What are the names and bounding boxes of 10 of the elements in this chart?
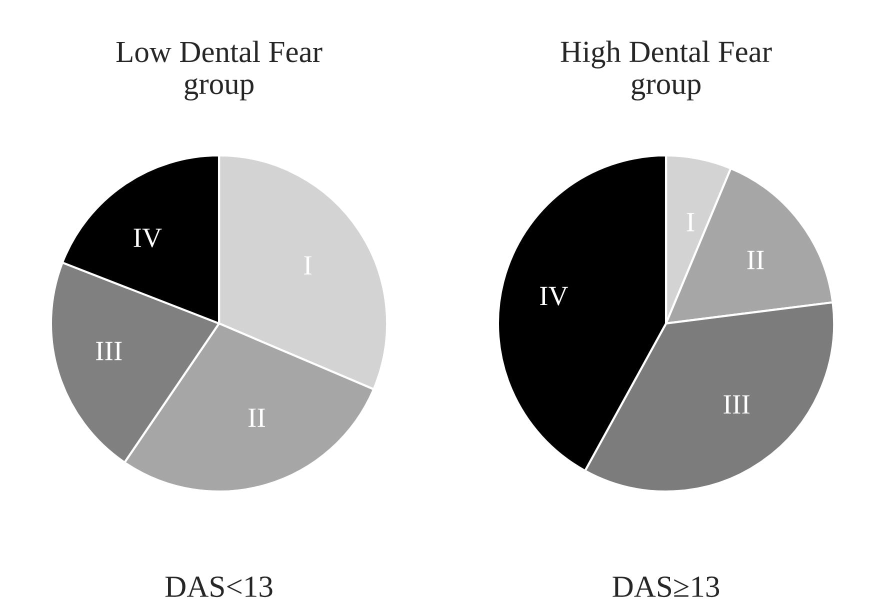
- text: DAS≥13: [612, 576, 720, 598]
- slice-label: II: [248, 408, 265, 427]
- chart-title: High Dental Fear group: [560, 40, 772, 101]
- slice-label: II: [747, 250, 764, 270]
- slice-label: III: [724, 395, 750, 414]
- slice-label: IV: [134, 228, 162, 248]
- chart-title: Low Dental Fear group: [116, 40, 322, 101]
- slice-label: IV: [540, 286, 568, 306]
- slice-label: III: [96, 342, 122, 360]
- text: DAS<13: [165, 576, 272, 598]
